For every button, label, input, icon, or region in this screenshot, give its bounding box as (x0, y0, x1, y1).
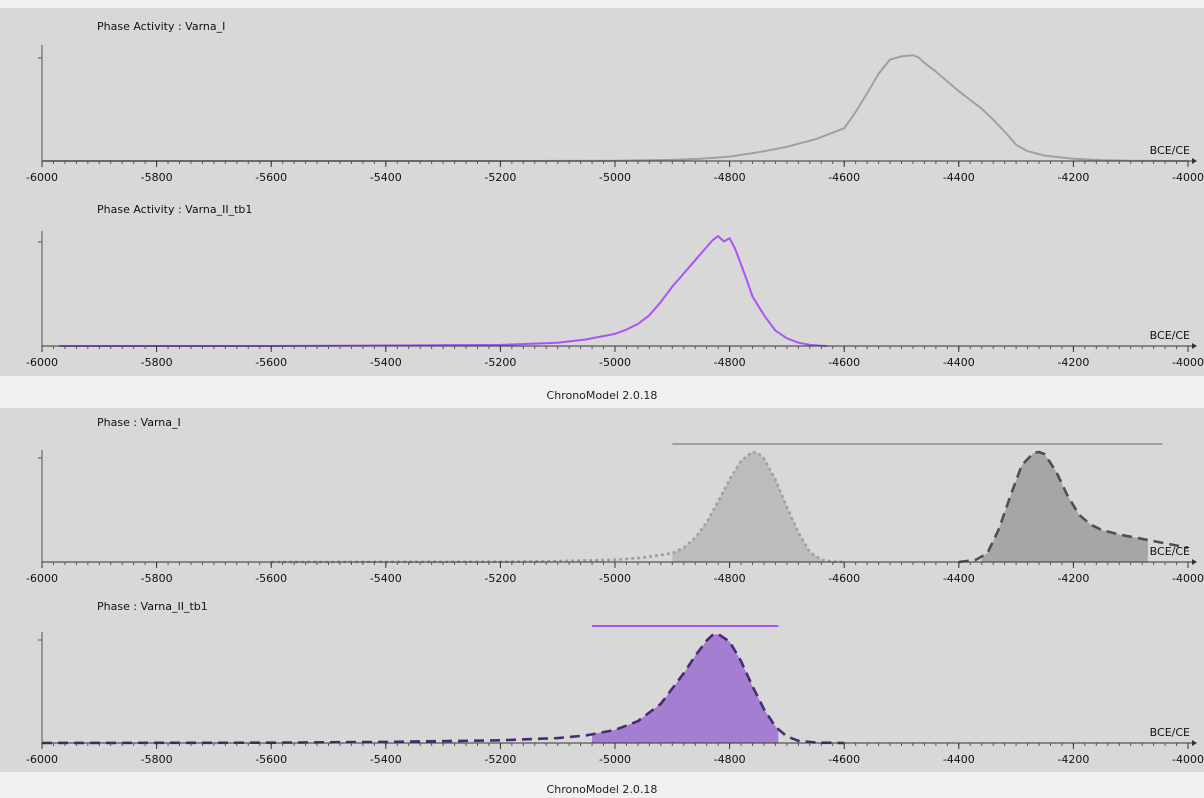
series-line-1 (958, 450, 1189, 564)
x-tick-label: -5800 (141, 171, 173, 184)
x-tick-label: -4600 (828, 171, 860, 184)
x-tick-label: -5400 (370, 356, 402, 369)
x-tick-label: -5000 (599, 572, 631, 585)
x-tick-label: -6000 (26, 572, 58, 585)
x-axis-arrow (1192, 158, 1197, 164)
x-tick-label: -5400 (370, 171, 402, 184)
x-tick-label: -4600 (828, 356, 860, 369)
x-tick-label: -4800 (714, 572, 746, 585)
x-tick-label: -4800 (714, 171, 746, 184)
x-tick-label: -4200 (1057, 356, 1089, 369)
x-tick-label: -4000 (1172, 356, 1204, 369)
x-tick-label: -5200 (484, 171, 516, 184)
x-tick-label: -4400 (943, 572, 975, 585)
chart-panel-3: Phase : Varna_II_tb1 -6000 -5800 -5600 -5400… (0, 592, 1204, 772)
charts-group: Phase Activity : Varna_I -6000 -5800 -5600 -… (0, 8, 1204, 772)
x-axis-unit-label: BCE/CE (1150, 545, 1190, 558)
x-tick-label: -4000 (1172, 572, 1204, 585)
x-tick-label: -5600 (255, 572, 287, 585)
x-tick-label: -5400 (370, 753, 402, 766)
series-fill-1 (981, 452, 1148, 562)
chart-title: Phase : Varna_II_tb1 (97, 600, 208, 613)
x-axis-arrow (1192, 740, 1197, 746)
x-tick-label: -4400 (943, 753, 975, 766)
series-line-0 (42, 54, 1189, 162)
x-tick-label: -4600 (828, 572, 860, 585)
x-tick-label: -6000 (26, 753, 58, 766)
series-line-0 (41, 632, 845, 745)
x-axis-arrow (1192, 343, 1197, 349)
x-tick-label: -5200 (484, 356, 516, 369)
chart-panel-0: Phase Activity : Varna_I -6000 -5800 -5600 -… (0, 8, 1204, 190)
x-tick-label: -5000 (599, 753, 631, 766)
x-tick-label: -4400 (943, 171, 975, 184)
footer-label-top: ChronoModel 2.0.18 (547, 389, 658, 402)
x-tick-label: -5800 (141, 753, 173, 766)
series-line-0 (59, 235, 828, 347)
series-fill-0 (592, 634, 779, 743)
x-tick-label: -5200 (484, 572, 516, 585)
plot-background (0, 592, 1204, 772)
x-tick-label: -5800 (141, 356, 173, 369)
x-tick-label: -4800 (714, 753, 746, 766)
x-tick-label: -4200 (1057, 753, 1089, 766)
x-tick-label: -5600 (255, 171, 287, 184)
series-fill-0 (672, 452, 822, 562)
x-tick-label: -5800 (141, 572, 173, 585)
x-tick-label: -5200 (484, 753, 516, 766)
x-tick-label: -4600 (828, 753, 860, 766)
x-tick-label: -4200 (1057, 171, 1089, 184)
x-axis-arrow (1192, 559, 1197, 565)
footer-label-bottom: ChronoModel 2.0.18 (547, 783, 658, 796)
x-tick-label: -5600 (255, 356, 287, 369)
chart-panel-2: Phase : Varna_I -6000 -5800 -5600 -5400 -5200… (0, 408, 1204, 592)
x-tick-label: -6000 (26, 356, 58, 369)
chart-title: Phase : Varna_I (97, 416, 181, 429)
x-tick-label: -5000 (599, 171, 631, 184)
x-axis-unit-label: BCE/CE (1150, 726, 1190, 739)
x-tick-label: -5600 (255, 753, 287, 766)
x-tick-label: -4000 (1172, 753, 1204, 766)
chart-title: Phase Activity : Varna_II_tb1 (97, 203, 252, 216)
plot-background (0, 190, 1204, 376)
x-tick-label: -4000 (1172, 171, 1204, 184)
x-tick-label: -5400 (370, 572, 402, 585)
x-tick-label: -5000 (599, 356, 631, 369)
x-axis-unit-label: BCE/CE (1150, 329, 1190, 342)
x-tick-label: -4800 (714, 356, 746, 369)
x-tick-label: -4200 (1057, 572, 1089, 585)
chart-title: Phase Activity : Varna_I (97, 20, 225, 33)
plot-background (0, 8, 1204, 190)
x-tick-label: -4400 (943, 356, 975, 369)
chart-panel-1: Phase Activity : Varna_II_tb1 -6000 -5800 -… (0, 190, 1204, 376)
x-axis-unit-label: BCE/CE (1150, 144, 1190, 157)
x-tick-label: -6000 (26, 171, 58, 184)
